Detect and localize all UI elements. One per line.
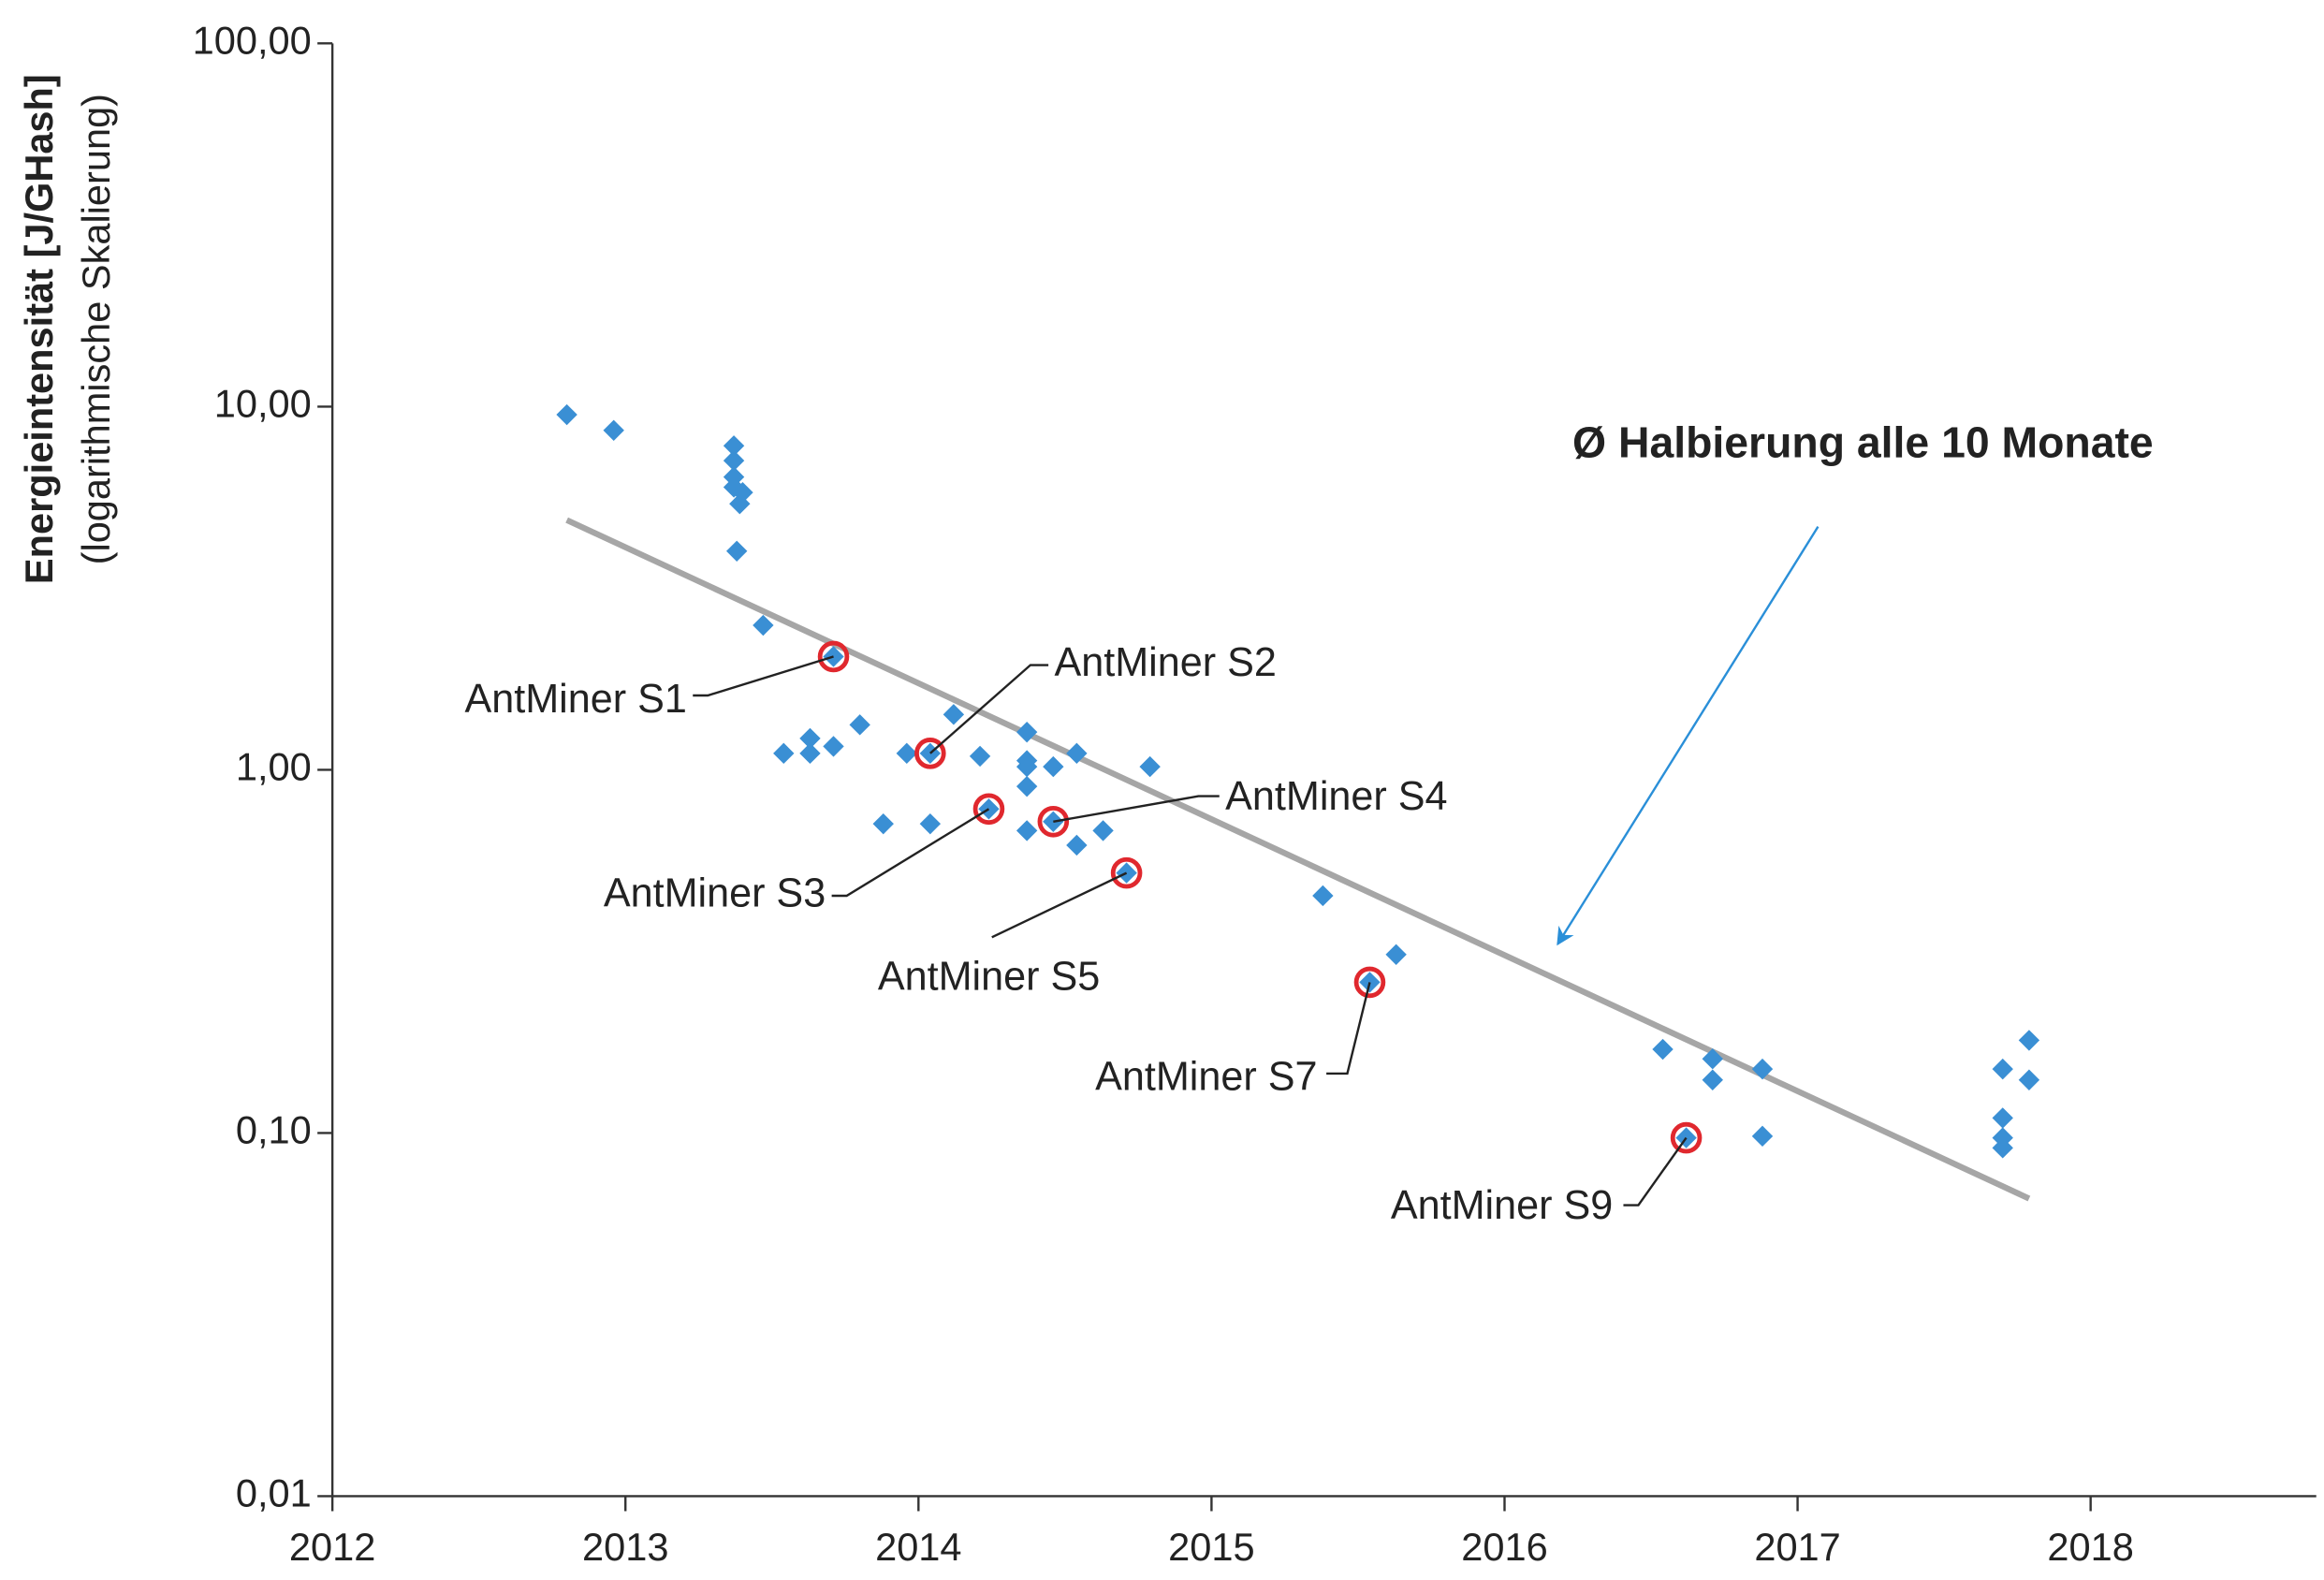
point: [729, 493, 751, 515]
y-label: Energieintensität [J/GHash]: [17, 74, 61, 584]
point: [2018, 1069, 2040, 1090]
point: [1116, 862, 1137, 884]
point: [1992, 1058, 2013, 1080]
highlight-ring: [1037, 805, 1070, 838]
point: [1066, 742, 1088, 765]
x-tick-label: 2014: [875, 1525, 961, 1569]
point: [1043, 755, 1064, 778]
leader-line: [991, 871, 1128, 939]
point-label: AntMiner S9: [1391, 1183, 1613, 1228]
highlight-ring: [1110, 856, 1143, 889]
point-label: AntMiner S7: [1095, 1055, 1317, 1100]
point: [1652, 1038, 1674, 1061]
point-label: AntMiner S5: [878, 955, 1100, 1000]
point-label: AntMiner S3: [604, 870, 826, 915]
x-tick-label: 2015: [1168, 1525, 1254, 1569]
leader-line: [1053, 795, 1220, 823]
point: [1312, 885, 1334, 907]
point: [849, 714, 870, 736]
point: [753, 614, 774, 636]
x-tick-label: 2013: [582, 1525, 668, 1569]
y-tick-label: 100,00: [193, 18, 312, 62]
point: [1066, 834, 1088, 856]
point: [1092, 820, 1114, 841]
x-tick-label: 2017: [1754, 1525, 1840, 1569]
annotation: Ø Halbierung alle 10 Monate: [1572, 418, 2154, 467]
point: [723, 449, 745, 472]
highlight-ring: [1353, 966, 1386, 999]
point: [1139, 755, 1161, 778]
x-tick-label: 2018: [2047, 1525, 2133, 1569]
point: [1385, 944, 1407, 965]
leader-line: [693, 655, 834, 697]
point: [2018, 1030, 2040, 1051]
point: [1016, 775, 1038, 797]
point: [1992, 1137, 2013, 1159]
point: [799, 742, 821, 765]
point: [943, 704, 965, 725]
point: [603, 419, 624, 441]
point: [1702, 1069, 1723, 1090]
annotation-arrow: [1557, 526, 1820, 946]
point: [726, 540, 748, 562]
point: [723, 435, 745, 457]
x-tick-label: 2016: [1461, 1525, 1547, 1569]
point-label: AntMiner S1: [464, 677, 686, 722]
point: [773, 742, 795, 765]
highlight-ring: [1670, 1121, 1703, 1154]
point: [896, 742, 917, 765]
point: [556, 403, 577, 426]
point: [1016, 755, 1038, 778]
point: [1702, 1048, 1723, 1070]
y-tick-label: 1,00: [236, 744, 312, 788]
highlight-ring: [972, 793, 1005, 826]
point: [1751, 1125, 1774, 1148]
point-label: AntMiner S4: [1225, 774, 1447, 819]
y-axis-title: Energieintensität [J/GHash] (logarithmis…: [17, 74, 118, 584]
point: [969, 745, 991, 768]
point-label: AntMiner S2: [1055, 640, 1277, 685]
y-tick-label: 0,01: [236, 1470, 312, 1514]
y-tick-label: 0,10: [236, 1107, 312, 1151]
point: [823, 736, 844, 757]
point: [1751, 1058, 1774, 1080]
leader-line: [1326, 982, 1371, 1075]
y-sublabel: (logarithmische Skalierung): [74, 94, 118, 564]
leader-line: [1623, 1136, 1688, 1207]
y-tick-label: 10,00: [214, 381, 312, 425]
point: [1016, 820, 1038, 841]
leader-line: [929, 664, 1049, 754]
trend-line: [565, 517, 2031, 1202]
point: [1992, 1107, 2013, 1129]
highlight-ring: [914, 738, 946, 769]
point: [799, 727, 821, 750]
leader-line: [831, 808, 990, 898]
x-tick-label: 2012: [289, 1525, 375, 1569]
point: [872, 812, 894, 835]
highlight-ring: [817, 640, 850, 673]
point: [919, 812, 942, 835]
